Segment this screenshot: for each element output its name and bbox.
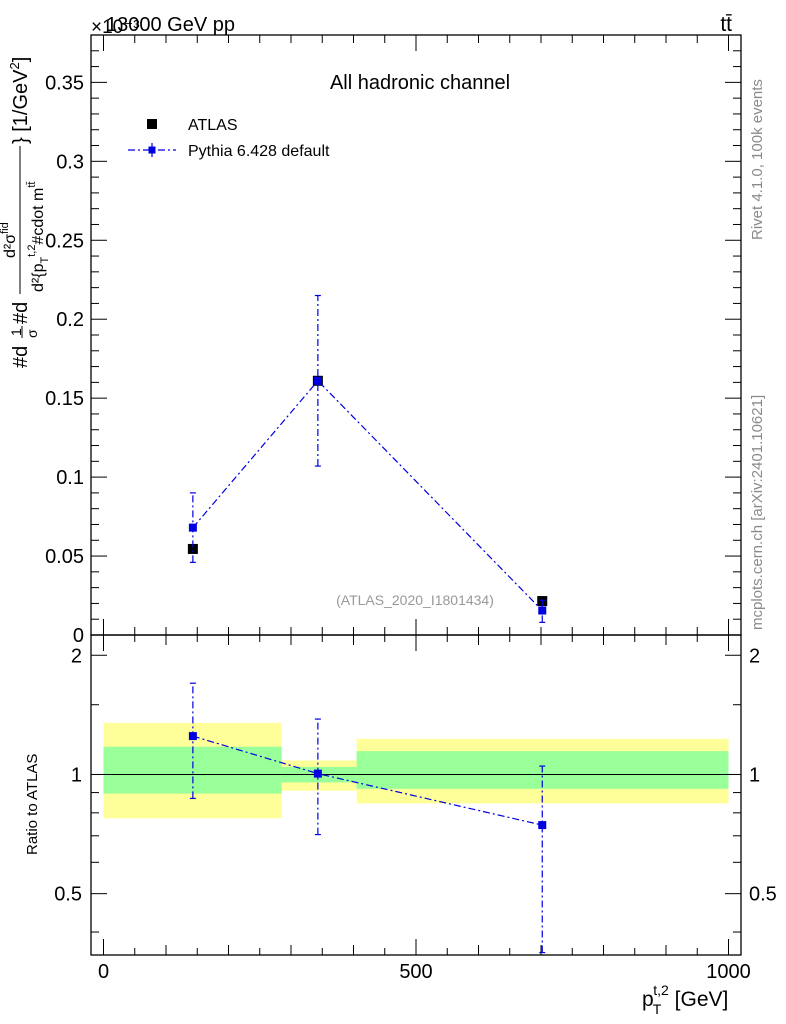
ylabel-frac2-den-sub: T — [39, 257, 51, 264]
process-label: tt̄ — [720, 13, 732, 36]
legend-mc-label: Pythia 6.428 default — [188, 143, 330, 160]
mc-data-point — [313, 376, 322, 385]
ylabel-frac2-num-sup: fid — [0, 222, 11, 234]
ratio-y-axis-label: Ratio to ATLAS — [24, 754, 41, 855]
main-y-tick-label: 0.2 — [56, 309, 84, 331]
main-y-tick-label: 0.05 — [45, 546, 84, 568]
x-tick-label: 1000 — [706, 961, 751, 983]
main-y-tick-label: 0.3 — [56, 151, 84, 173]
ylabel-frac2-den-text: d²{p — [30, 263, 47, 292]
ylabel-frac2-den: d²{pTt,2#cdot mtt̄ — [26, 181, 51, 292]
ratio-y-tick-label: 0.5 — [54, 884, 82, 906]
ylabel-close-sup: 2 — [7, 62, 22, 69]
analysis-label: (ATLAS_2020_I1801434) — [336, 592, 494, 608]
ylabel-prefix: #d — [10, 346, 32, 368]
xlabel-rest: [GeV] — [669, 988, 729, 1011]
main-y-tick-label: 0.15 — [45, 388, 84, 410]
mc-data-point — [538, 606, 547, 615]
ratio-mc-point — [538, 821, 547, 830]
xlabel-sup: t,2 — [653, 982, 669, 998]
energy-label: 13000 GeV pp — [106, 14, 235, 36]
ratio-y-tick-label-right: 2 — [749, 645, 760, 667]
x-tick-label: 0 — [98, 961, 109, 983]
ratio-mc-point — [313, 769, 322, 778]
ratio-y-tick-label: 2 — [71, 645, 82, 667]
main-y-axis-label: #d 1 σ #d d²σfid d²{pTt,2#cdot mtt̄ } [1… — [0, 57, 51, 368]
ratio-panel: 0 500 1000 0.5 0.5 1 1 2 2 — [54, 634, 777, 983]
legend-atlas-marker — [147, 119, 157, 129]
main-y-tick-label: 0.1 — [56, 467, 84, 489]
xlabel-sub: T — [653, 1001, 662, 1017]
x-tick-label: 500 — [399, 961, 432, 983]
ylabel-close-text: } [1/GeV — [10, 69, 32, 144]
ylabel-mid: #d — [10, 302, 32, 324]
main-panel: 0 0.05 0.1 0.15 0.2 0.25 0.3 0.35 — [45, 34, 742, 647]
ratio-y-tick-label: 1 — [71, 764, 82, 786]
ylabel-frac2-num-text: d²σ — [2, 234, 19, 258]
legend-atlas-label: ATLAS — [188, 117, 238, 134]
exponent-label: ×10⁻³ — [91, 17, 140, 38]
mc-series-line — [192, 379, 543, 611]
main-y-tick-label: 0.25 — [45, 230, 84, 252]
ylabel-frac2-den-rest: #cdot m — [30, 188, 47, 245]
channel-label: All hadronic channel — [330, 72, 510, 94]
x-axis-label: pTt,2 [GeV] — [642, 982, 728, 1017]
main-y-tick-label: 0.35 — [45, 72, 84, 94]
xlabel-base: p — [642, 988, 654, 1011]
legend-mc-marker — [148, 146, 156, 154]
ylabel-close: } [1/GeV2] — [7, 57, 32, 144]
rivet-label: Rivet 4.1.0, 100k events — [749, 79, 766, 240]
ratio-y-tick-label-right: 0.5 — [749, 884, 777, 906]
atlas-data-point — [187, 543, 198, 554]
ylabel-frac1-num: 1 — [8, 328, 24, 336]
source-label: mcplots.cern.ch [arXiv:2401.10621] — [749, 395, 766, 630]
ratio-y-tick-label-right: 1 — [749, 764, 760, 786]
ratio-stat-band — [103, 746, 282, 794]
ylabel-frac2-den-rest-sup: tt̄ — [26, 181, 38, 187]
ylabel-frac2-den-sup: t,2 — [26, 245, 38, 257]
ylabel-frac2-num: d²σfid — [0, 222, 19, 258]
ratio-mc-point — [188, 732, 197, 741]
ylabel-end: ] — [10, 57, 32, 63]
ylabel-frac1-den: σ — [24, 329, 40, 338]
main-y-tick-label: 0 — [73, 625, 84, 647]
mc-data-point — [188, 523, 197, 532]
